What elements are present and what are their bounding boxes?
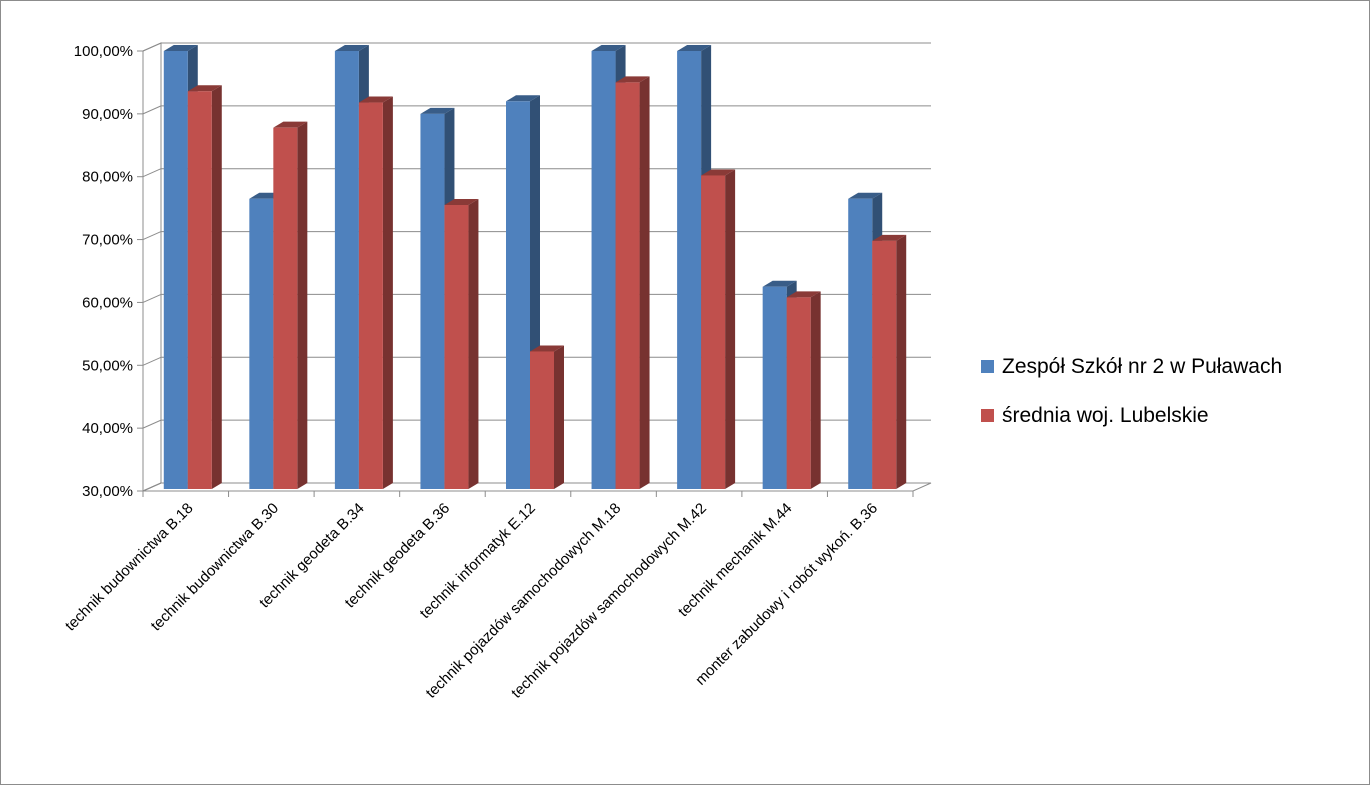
bar-front: [786, 297, 811, 489]
bar: [444, 199, 479, 489]
bar: [530, 345, 564, 489]
legend-swatch: [981, 360, 994, 373]
bar-top: [530, 345, 564, 352]
y-tick-label: 90,00%: [82, 106, 133, 123]
gridline-depth: [142, 293, 162, 303]
bar-top: [358, 96, 393, 103]
bar-front: [420, 113, 445, 489]
gridline-depth: [142, 419, 162, 429]
bar-top: [701, 169, 736, 176]
bar-front: [701, 175, 726, 489]
y-tick-label: 100,00%: [74, 43, 133, 60]
bar-front: [506, 101, 530, 490]
bar-front: [163, 51, 188, 489]
bar-top: [591, 45, 626, 51]
gridline-depth: [142, 356, 162, 366]
bar: [786, 291, 821, 489]
bar-top: [615, 76, 650, 83]
bar-top: [273, 121, 308, 128]
bar: [872, 234, 907, 489]
bar: [701, 169, 736, 489]
bar-top: [762, 280, 797, 287]
bar-side: [468, 199, 479, 489]
bar-top: [848, 192, 883, 199]
bar-side: [211, 85, 222, 489]
bar-front: [358, 102, 383, 490]
gridline-depth: [142, 42, 162, 52]
bar-top: [163, 45, 198, 51]
bar-top: [786, 291, 821, 298]
y-tick-label: 40,00%: [82, 420, 133, 437]
bar-side: [896, 234, 907, 489]
bar: [273, 121, 308, 489]
gridline-depth: [142, 168, 162, 178]
bar: [615, 76, 650, 489]
y-tick-label: 60,00%: [82, 294, 133, 311]
x-axis-label: technik pojazdów samochodowych M.18: [423, 500, 625, 702]
legend-swatch: [981, 409, 994, 422]
bar-side: [297, 121, 308, 489]
legend-label: średnia woj. Lubelskie: [1002, 404, 1209, 427]
bar-front: [872, 240, 897, 489]
legend-label: Zespół Szkół nr 2 w Puławach: [1002, 355, 1282, 378]
bar-side: [554, 345, 564, 489]
bar-front: [249, 198, 274, 489]
bar-front: [334, 51, 359, 489]
bar-top: [872, 234, 907, 241]
bar-front: [615, 82, 640, 489]
bar-side: [810, 291, 821, 489]
bar-top: [444, 199, 479, 205]
gridline-depth: [142, 105, 162, 115]
bar-front: [187, 91, 212, 489]
bar-front: [762, 286, 787, 489]
x-axis-label: technik pojazdów samochodowych M.42: [508, 500, 710, 702]
bar-front: [591, 51, 616, 489]
bar-front: [848, 198, 873, 489]
y-tick-label: 80,00%: [82, 169, 133, 186]
gridline-depth: [142, 231, 162, 241]
y-tick-label: 30,00%: [82, 483, 133, 500]
bar-front: [530, 351, 554, 489]
bar: [187, 85, 222, 489]
legend: Zespół Szkół nr 2 w Puławach średnia woj.…: [981, 355, 1282, 427]
y-axis-ticks: 100,00% 90,00% 80,00% 70,00% 60,00% 50,00% 40,…: [74, 43, 133, 500]
bar-top: [334, 45, 369, 51]
bars: [163, 45, 907, 490]
bar-front: [444, 205, 469, 489]
bar-side: [382, 96, 393, 490]
bar-side: [639, 76, 650, 489]
bar-top: [420, 107, 455, 114]
bar-top: [677, 45, 712, 51]
bar-front: [677, 51, 702, 489]
bar-top: [187, 85, 222, 92]
bar-side: [725, 169, 736, 489]
bar-top: [506, 95, 540, 102]
gridline-depth: [142, 482, 162, 492]
bar-front: [273, 127, 298, 489]
x-axis-label: monter zabudowy i robót wykoń. B.36: [692, 500, 881, 689]
y-tick-label: 50,00%: [82, 357, 133, 374]
y-tick-label: 70,00%: [82, 232, 133, 249]
bar: [358, 96, 393, 490]
